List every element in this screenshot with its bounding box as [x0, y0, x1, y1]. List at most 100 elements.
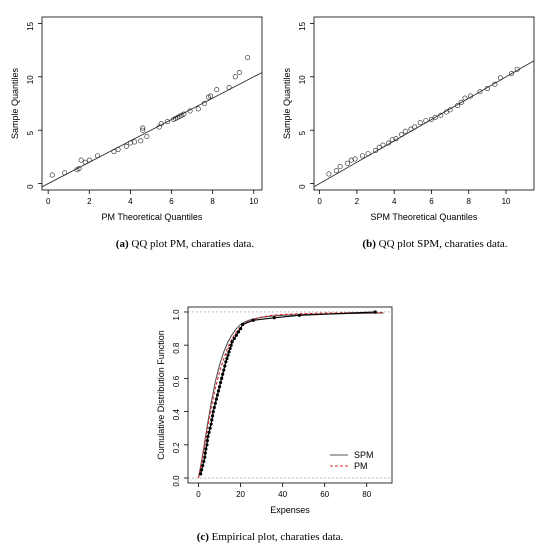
x-tick-label: 6 — [169, 197, 174, 206]
qq-point — [326, 171, 332, 177]
empirical-point — [225, 356, 229, 361]
qq-point — [484, 86, 490, 92]
qq-point — [49, 172, 55, 178]
qq-point — [337, 164, 343, 170]
empirical-point — [212, 405, 216, 410]
qq-point — [462, 95, 468, 101]
qq-point — [138, 138, 144, 144]
empirical-point — [221, 372, 225, 376]
qq-point — [393, 136, 399, 142]
qq-reference-line — [41, 72, 263, 188]
x-tick-label: 0 — [317, 197, 322, 206]
empirical-point — [217, 385, 222, 389]
series-line-pm — [197, 311, 384, 479]
y-tick-label: 15 — [298, 21, 307, 30]
qq-point — [78, 157, 84, 163]
qq-point — [492, 81, 498, 87]
qq-point — [62, 170, 68, 176]
qq-point — [236, 70, 242, 76]
qq-point — [359, 153, 365, 159]
qq-point — [144, 134, 150, 140]
empirical-point — [227, 350, 231, 354]
y-tick-label: 5 — [26, 130, 35, 135]
empirical-point — [211, 410, 215, 414]
x-axis-label: PM Theoretical Quantiles — [102, 212, 203, 222]
x-tick-label: 0 — [196, 490, 201, 499]
x-tick-label: 2 — [355, 197, 360, 206]
qq-point — [399, 131, 405, 137]
qq-point — [443, 109, 449, 115]
qq-point — [181, 111, 187, 117]
empirical-point — [213, 401, 217, 405]
qq-point — [345, 160, 351, 166]
empirical-point — [230, 340, 234, 344]
x-axis-label: Expenses — [270, 505, 310, 515]
qq-point — [376, 144, 382, 150]
empirical-point — [216, 389, 221, 393]
x-tick-label: 60 — [320, 490, 329, 499]
empirical-point — [201, 463, 205, 468]
empirical-point — [210, 418, 214, 422]
qq-point — [514, 66, 520, 72]
caption-c: (c) Empirical plot, charaties data. — [170, 531, 370, 543]
empirical-point — [251, 318, 255, 322]
qq-point — [389, 137, 395, 143]
qq-point — [164, 119, 170, 125]
empirical-point — [207, 430, 211, 434]
caption-b-tag: (b) — [362, 238, 376, 250]
qq-point — [468, 93, 474, 99]
y-axis-label: Cumulative Distribution Function — [156, 330, 166, 460]
qq-point — [497, 75, 503, 81]
qq-point — [111, 149, 117, 155]
empirical-point — [200, 468, 204, 472]
empirical-point — [203, 455, 207, 459]
empirical-point — [214, 397, 218, 401]
plot-frame — [41, 16, 263, 191]
empirical-point — [297, 313, 302, 317]
qq-point — [458, 99, 464, 105]
qq-reference-line — [313, 60, 535, 188]
y-tick-label: 1.0 — [172, 309, 181, 321]
qq-point — [132, 139, 138, 145]
qq-point — [438, 112, 444, 118]
qq-point — [447, 107, 453, 113]
empirical-point — [208, 426, 212, 430]
qq-point — [423, 118, 429, 124]
empirical-point — [272, 316, 276, 320]
qq-point — [232, 74, 238, 80]
qq-point — [214, 87, 220, 93]
qq-point — [115, 146, 121, 152]
qq-point — [348, 157, 354, 163]
empirical-point — [234, 333, 238, 337]
x-tick-label: 2 — [87, 197, 92, 206]
empirical-point — [373, 310, 377, 314]
empirical-point — [222, 368, 226, 372]
qq-point — [412, 124, 418, 130]
x-tick-label: 80 — [362, 490, 371, 499]
qq-point — [158, 121, 164, 127]
x-tick-label: 10 — [502, 197, 511, 206]
qq-point — [245, 55, 251, 61]
qq-point — [140, 127, 146, 133]
empirical-point — [223, 364, 227, 368]
qq-point — [365, 151, 371, 157]
qq-point — [408, 126, 414, 132]
qq-point — [352, 156, 358, 162]
empirical-point — [224, 360, 228, 364]
empirical-cdf-chart: 0 20 40 60 80 0.0 0.2 0.4 0.6 0.8 1.0 Expenses Cumul… — [156, 306, 393, 515]
y-tick-label: 0.8 — [172, 342, 181, 354]
y-tick-label: 5 — [298, 130, 307, 135]
qq-point — [201, 101, 207, 107]
qq-point — [140, 125, 146, 131]
qq-point — [373, 147, 379, 153]
empirical-point — [204, 447, 208, 451]
empirical-point — [211, 414, 215, 418]
x-tick-label: 8 — [467, 197, 472, 206]
empirical-point — [218, 380, 223, 385]
y-tick-label: 10 — [298, 75, 307, 84]
empirical-point — [215, 393, 220, 397]
qq-point — [95, 153, 101, 159]
qq-point — [477, 89, 483, 95]
y-tick-label: 10 — [26, 75, 35, 84]
qq-point — [123, 143, 129, 149]
